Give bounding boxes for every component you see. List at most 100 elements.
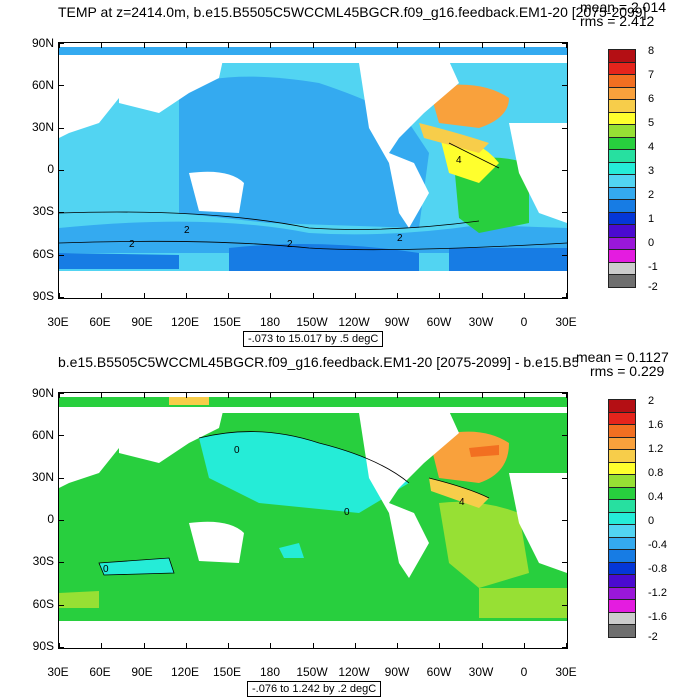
colorbar-swatch (608, 399, 636, 413)
x-tick-label: 90E (131, 315, 153, 329)
y-tick-label: 30N (31, 470, 54, 484)
contour-line (59, 240, 567, 251)
y-tick-mark (59, 478, 64, 479)
atlantic-orange (429, 84, 509, 128)
x-tick-mark (101, 43, 102, 48)
chart-title: b.e15.B5505C5WCCML45BGCR.f09_g16.feedbac… (58, 354, 578, 370)
contour-label: 4 (456, 155, 462, 166)
colorbar-label: 3 (648, 165, 655, 177)
atlantic-yellow-band (419, 123, 489, 153)
x-tick-label: 90W (384, 665, 410, 679)
x-tick-label: 120E (170, 665, 200, 679)
x-tick-mark (482, 43, 483, 48)
top-chart-panel: TEMP at z=2414.0m, b.e15.B5505C5WCCML45B… (31, 0, 666, 347)
colorbar-swatch (608, 524, 636, 538)
southern-ocean-warm (479, 588, 567, 618)
x-tick-label: 30E (555, 315, 577, 329)
x-tick-label: 30W (468, 315, 494, 329)
x-tick-mark (524, 293, 525, 298)
x-tick-label: 30E (555, 665, 577, 679)
y-tick-mark (562, 478, 567, 479)
x-tick-mark (270, 43, 271, 48)
y-tick-mark (59, 170, 64, 171)
colorbar-label: -0.8 (648, 563, 667, 575)
colorbar-swatch (608, 211, 636, 226)
colorbar-label: 1 (648, 213, 655, 225)
land-asia (119, 55, 224, 113)
colorbar-label: -1.6 (648, 611, 667, 623)
land-america (359, 61, 459, 228)
y-tick-mark (59, 297, 64, 298)
x-tick-mark (524, 43, 525, 48)
colorbar-label: 8 (648, 45, 655, 57)
colorbar-label: 0.4 (648, 491, 664, 503)
colorbar-swatch (608, 99, 636, 113)
y-tick-label: 60S (32, 597, 54, 611)
y-tick-mark (59, 128, 64, 129)
x-tick-mark (566, 43, 567, 48)
south-pacific-cyan (279, 543, 304, 558)
colorbar-label: 1.6 (648, 419, 664, 431)
colorbar-label: 1.2 (648, 443, 664, 455)
map-plot-area: 0 0 0 4 (58, 392, 568, 649)
land-australia (189, 521, 244, 563)
colorbar-label: 5 (648, 117, 655, 129)
y-tick-mark (59, 520, 64, 521)
y-tick-mark (562, 605, 567, 606)
x-tick-mark (59, 43, 60, 48)
x-tick-label: 150E (212, 315, 242, 329)
y-tick-mark (562, 43, 567, 44)
x-tick-mark (59, 293, 60, 298)
y-tick-mark (59, 393, 64, 394)
colorbar-swatch (608, 136, 636, 151)
x-tick-mark (524, 643, 525, 648)
y-tick-mark (562, 435, 567, 436)
colorbar-label: 0.8 (648, 467, 664, 479)
x-tick-mark (313, 643, 314, 648)
x-tick-mark (397, 643, 398, 648)
contour-label: 2 (397, 233, 403, 244)
x-tick-mark (144, 293, 145, 298)
arctic-strip (59, 397, 567, 407)
colorbar-label: 0 (648, 237, 655, 249)
x-tick-label: 30E (47, 315, 69, 329)
colorbar-swatch (608, 486, 636, 501)
x-tick-label: 30W (468, 665, 494, 679)
southern-ocean-deep (449, 248, 567, 271)
x-tick-label: 90W (384, 315, 410, 329)
colorbar-swatch (608, 186, 636, 201)
y-tick-mark (562, 297, 567, 298)
arctic-warm-patch (169, 397, 209, 405)
colorbar-swatch (608, 511, 636, 526)
contour-label: 0 (103, 564, 109, 575)
y-tick-label: 60N (31, 78, 54, 92)
y-tick-mark (59, 85, 64, 86)
colorbar-label: -1.2 (648, 587, 667, 599)
map-svg: 0 0 0 4 (59, 397, 567, 648)
x-tick-mark (439, 393, 440, 398)
bottom-chart-panel: b.e15.B5505C5WCCML45BGCR.f09_g16.feedbac… (0, 350, 700, 700)
x-tick-mark (439, 43, 440, 48)
x-tick-mark (228, 643, 229, 648)
colorbar (608, 399, 636, 638)
contour-line (98, 557, 175, 576)
x-tick-label: 60E (89, 315, 111, 329)
x-tick-mark (186, 293, 187, 298)
colorbar-swatch (608, 624, 636, 638)
x-tick-mark (397, 393, 398, 398)
colorbar-swatch (608, 249, 636, 263)
y-tick-mark (59, 435, 64, 436)
x-tick-label: 150E (212, 665, 242, 679)
colorbar-swatch (608, 61, 636, 76)
contour-label: 4 (459, 497, 465, 508)
y-tick-mark (562, 128, 567, 129)
x-tick-mark (439, 293, 440, 298)
colorbar-swatch (608, 124, 636, 138)
y-tick-mark (562, 393, 567, 394)
land-eurasia (59, 407, 119, 488)
southern-ocean-warm (59, 591, 99, 608)
y-tick-mark (562, 562, 567, 563)
map-plot-area: 2 2 2 2 4 (58, 42, 568, 299)
x-tick-label: 0 (520, 315, 528, 329)
y-tick-label: 0 (47, 162, 54, 176)
